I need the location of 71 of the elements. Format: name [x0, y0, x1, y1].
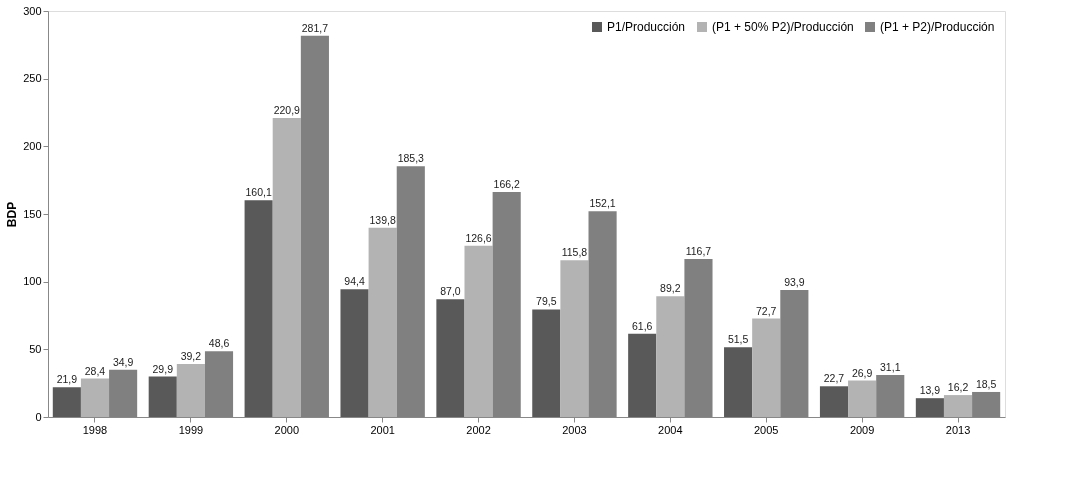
- bar: [752, 318, 781, 417]
- bar: [628, 333, 657, 417]
- x-tick-label: 2003: [562, 423, 587, 436]
- data-label: 79,5: [536, 295, 557, 308]
- data-label: 48,6: [208, 337, 230, 350]
- y-tick-label: 250: [23, 72, 42, 85]
- bar: [80, 378, 110, 417]
- data-label: 29,9: [152, 362, 174, 375]
- data-label: 16,2: [947, 381, 969, 394]
- data-label: 61,6: [631, 319, 653, 332]
- bar: [340, 289, 369, 417]
- bar: [724, 347, 753, 417]
- y-axis-title: BDP: [5, 201, 20, 228]
- bar: [464, 245, 493, 417]
- bar: [244, 200, 273, 417]
- y-tick-label: 300: [23, 4, 42, 17]
- bar: [272, 118, 301, 417]
- data-label: 21,9: [56, 373, 78, 386]
- bar: [943, 395, 973, 417]
- data-label: 72,7: [756, 304, 777, 317]
- legend-label: (P1 + 50% P2)/Producción: [712, 20, 854, 34]
- data-label: 160,1: [245, 186, 272, 199]
- bar: [148, 376, 177, 417]
- x-tick-label: 1998: [82, 423, 108, 436]
- x-tick-label: 2005: [753, 423, 779, 436]
- bar: [176, 363, 205, 417]
- data-label: 18,5: [975, 377, 997, 390]
- data-label: 166,2: [493, 178, 520, 191]
- data-label: 39,2: [180, 349, 202, 362]
- data-label: 26,9: [851, 366, 873, 379]
- bar: [560, 260, 589, 417]
- data-label: 87,0: [440, 285, 461, 298]
- bar: [819, 386, 849, 417]
- data-label: 115,8: [561, 246, 588, 259]
- data-label: 13,9: [919, 384, 941, 397]
- data-label: 116,7: [685, 245, 712, 258]
- bar: [52, 387, 81, 417]
- data-label: 185,3: [397, 152, 425, 165]
- data-label: 126,6: [465, 231, 492, 244]
- data-label: 89,2: [660, 282, 681, 295]
- x-tick-label: 2001: [370, 423, 395, 436]
- bar: [532, 309, 561, 417]
- bar: [656, 296, 685, 417]
- y-tick-label: 200: [23, 139, 42, 152]
- data-label: 281,7: [301, 21, 329, 34]
- data-label: 22,7: [823, 372, 845, 385]
- data-label: 28,4: [84, 364, 106, 377]
- bar: [368, 227, 397, 417]
- legend-label: (P1 + P2)/Producción: [880, 20, 995, 34]
- x-tick-label: 2002: [466, 423, 491, 436]
- x-tick-label: 2009: [849, 423, 875, 436]
- legend-label: P1/Producción: [607, 20, 686, 34]
- x-tick-label: 2000: [274, 423, 300, 436]
- y-tick-label: 100: [23, 275, 42, 288]
- bar: [848, 380, 877, 417]
- data-label: 34,9: [112, 355, 134, 368]
- data-label: 139,8: [369, 213, 396, 226]
- bar: [436, 299, 465, 417]
- data-label: 220,9: [273, 104, 301, 117]
- x-tick-label: 2013: [945, 423, 971, 436]
- data-label: 152,1: [589, 197, 616, 210]
- x-tick-label: 2004: [658, 423, 683, 436]
- data-label: 31,1: [880, 360, 901, 373]
- data-label: 93,9: [784, 275, 805, 288]
- y-tick-label: 50: [29, 342, 42, 355]
- data-label: 51,5: [727, 333, 749, 346]
- y-tick-label: 150: [23, 207, 42, 220]
- y-tick-label: 0: [35, 410, 42, 423]
- data-label: 94,4: [344, 275, 365, 288]
- x-tick-label: 1999: [178, 423, 204, 436]
- bar: [915, 398, 944, 417]
